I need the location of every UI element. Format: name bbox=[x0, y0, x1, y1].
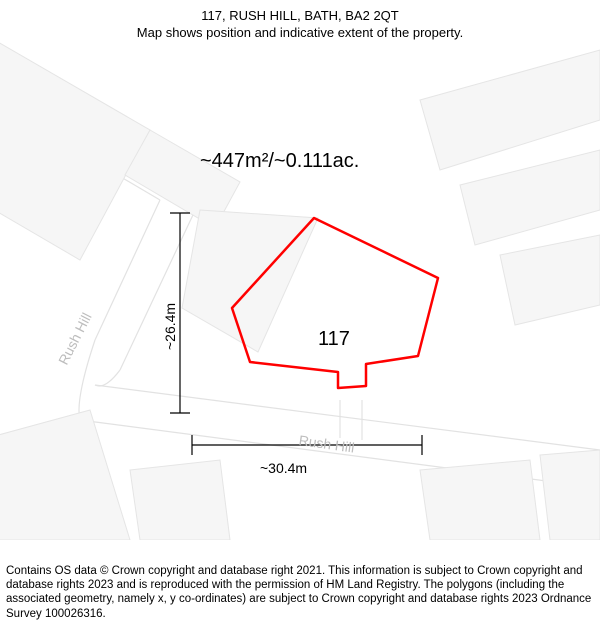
building bbox=[540, 450, 600, 540]
dimension-width-label: ~30.4m bbox=[260, 460, 307, 476]
map-area: Rush HillRush Hill ~447m²/~0.111ac. 117 … bbox=[0, 40, 600, 540]
property-number: 117 bbox=[318, 328, 350, 351]
header: 117, RUSH HILL, BATH, BA2 2QT Map shows … bbox=[0, 0, 600, 42]
building bbox=[420, 460, 540, 540]
page-title: 117, RUSH HILL, BATH, BA2 2QT bbox=[0, 8, 600, 25]
dimension-height-label: ~26.4m bbox=[162, 303, 178, 350]
footer-copyright: Contains OS data © Crown copyright and d… bbox=[6, 564, 594, 622]
building bbox=[130, 460, 230, 540]
area-label: ~447m²/~0.111ac. bbox=[200, 150, 359, 173]
